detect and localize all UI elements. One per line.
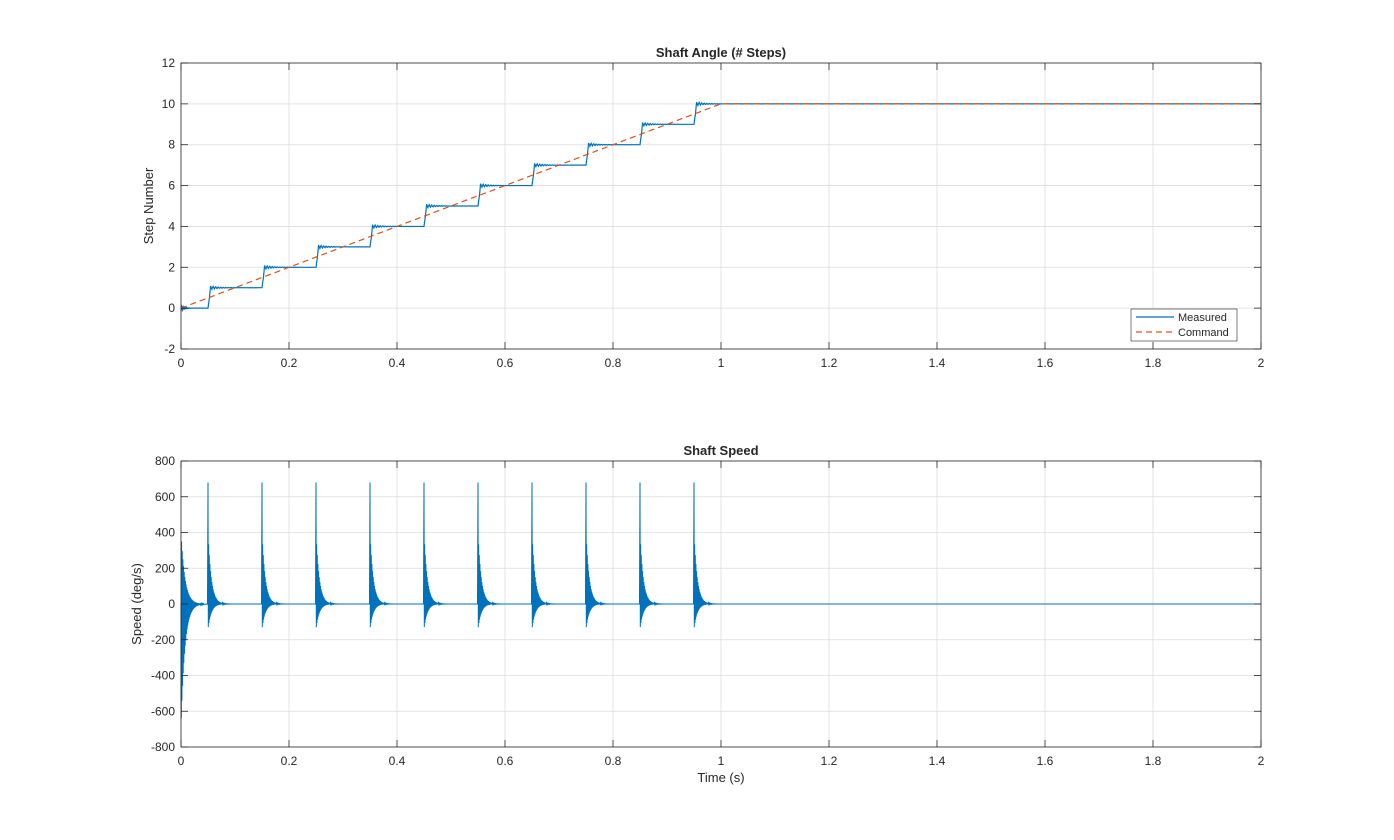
shaft-speed-ytick-label: 800 xyxy=(155,454,175,468)
shaft-angle-xtick-label: 0.4 xyxy=(389,356,406,370)
legend-box xyxy=(1130,308,1238,342)
shaft-angle-xtick-label: 0.6 xyxy=(497,356,514,370)
shaft-speed-ytick-label: -200 xyxy=(151,633,175,647)
shaft-angle-ytick-label: 8 xyxy=(168,138,175,152)
shaft-angle-xtick-label: 2 xyxy=(1258,356,1265,370)
shaft-angle-ytick-label: 12 xyxy=(162,56,176,70)
shaft-angle-xtick-label: 0.8 xyxy=(605,356,622,370)
speed-line xyxy=(180,482,1261,719)
shaft-speed-xtick-label: 0 xyxy=(178,754,185,768)
shaft-angle-xtick-label: 1.8 xyxy=(1145,356,1162,370)
shaft-speed-ylabel: Speed (deg/s) xyxy=(129,563,144,645)
shaft-angle-ytick-label: 10 xyxy=(162,97,176,111)
shaft-angle-xtick-label: 1.6 xyxy=(1037,356,1054,370)
shaft-angle-xtick-label: 1 xyxy=(718,356,725,370)
shaft-speed-ytick-label: 400 xyxy=(155,526,175,540)
legend: Measured Command xyxy=(1130,308,1238,342)
shaft-speed-xtick-label: 0.2 xyxy=(281,754,298,768)
shaft-speed-ytick-label: -400 xyxy=(151,669,175,683)
legend-command-label: Command xyxy=(1178,327,1229,339)
shaft-speed-xtick-label: 0.8 xyxy=(605,754,622,768)
shaft-speed-xtick-label: 1.6 xyxy=(1037,754,1054,768)
shaft-angle-title: Shaft Angle (# Steps) xyxy=(656,45,786,60)
measured-line xyxy=(180,101,1261,313)
shaft-angle-xtick-label: 0 xyxy=(178,356,185,370)
shaft-angle-ytick-label: 2 xyxy=(168,260,175,274)
shaft-angle-ytick-label: 0 xyxy=(168,301,175,315)
shaft-speed-ytick-label: -800 xyxy=(151,740,175,754)
shaft-angle-xtick-label: 0.2 xyxy=(281,356,298,370)
shaft-speed-ytick-label: 600 xyxy=(155,490,175,504)
shaft-angle-ytick-label: 6 xyxy=(168,179,175,193)
shaft-angle-xtick-label: 1.2 xyxy=(821,356,838,370)
shaft-speed-xtick-label: 1.2 xyxy=(821,754,838,768)
shaft-angle-xtick-label: 1.4 xyxy=(929,356,946,370)
shaft-speed-xtick-label: 1.4 xyxy=(929,754,946,768)
shaft-speed-xtick-label: 1.8 xyxy=(1145,754,1162,768)
shaft-angle-ytick-label: 4 xyxy=(168,219,175,233)
shaft-speed-xtick-label: 2 xyxy=(1258,754,1265,768)
shaft-speed-xlabel: Time (s) xyxy=(697,770,744,785)
command-line xyxy=(180,103,1261,309)
shaft-angle-ylabel: Step Number xyxy=(141,167,156,244)
shaft-speed-axes: 0 0.2 0.4 0.6 0.8 1 1.2 1.4 1.6 1.8 2 -800 -600 -400 -… xyxy=(129,443,1265,785)
shaft-speed-ytick-label: 0 xyxy=(168,597,175,611)
shaft-speed-title: Shaft Speed xyxy=(683,443,758,458)
shaft-speed-ytick-label: 200 xyxy=(155,561,175,575)
shaft-speed-xtick-label: 0.6 xyxy=(497,754,514,768)
shaft-angle-ytick-label: -2 xyxy=(164,342,175,356)
shaft-speed-xtick-label: 0.4 xyxy=(389,754,406,768)
shaft-angle-series xyxy=(180,101,1261,313)
shaft-speed-ytick-label: -600 xyxy=(151,704,175,718)
legend-measured-label: Measured xyxy=(1178,312,1227,324)
shaft-speed-xtick-label: 1 xyxy=(718,754,725,768)
shaft-speed-ticks: 0 0.2 0.4 0.6 0.8 1 1.2 1.4 1.6 1.8 2 -800 -600 -400 -… xyxy=(151,454,1265,768)
shaft-speed-series xyxy=(180,482,1261,719)
